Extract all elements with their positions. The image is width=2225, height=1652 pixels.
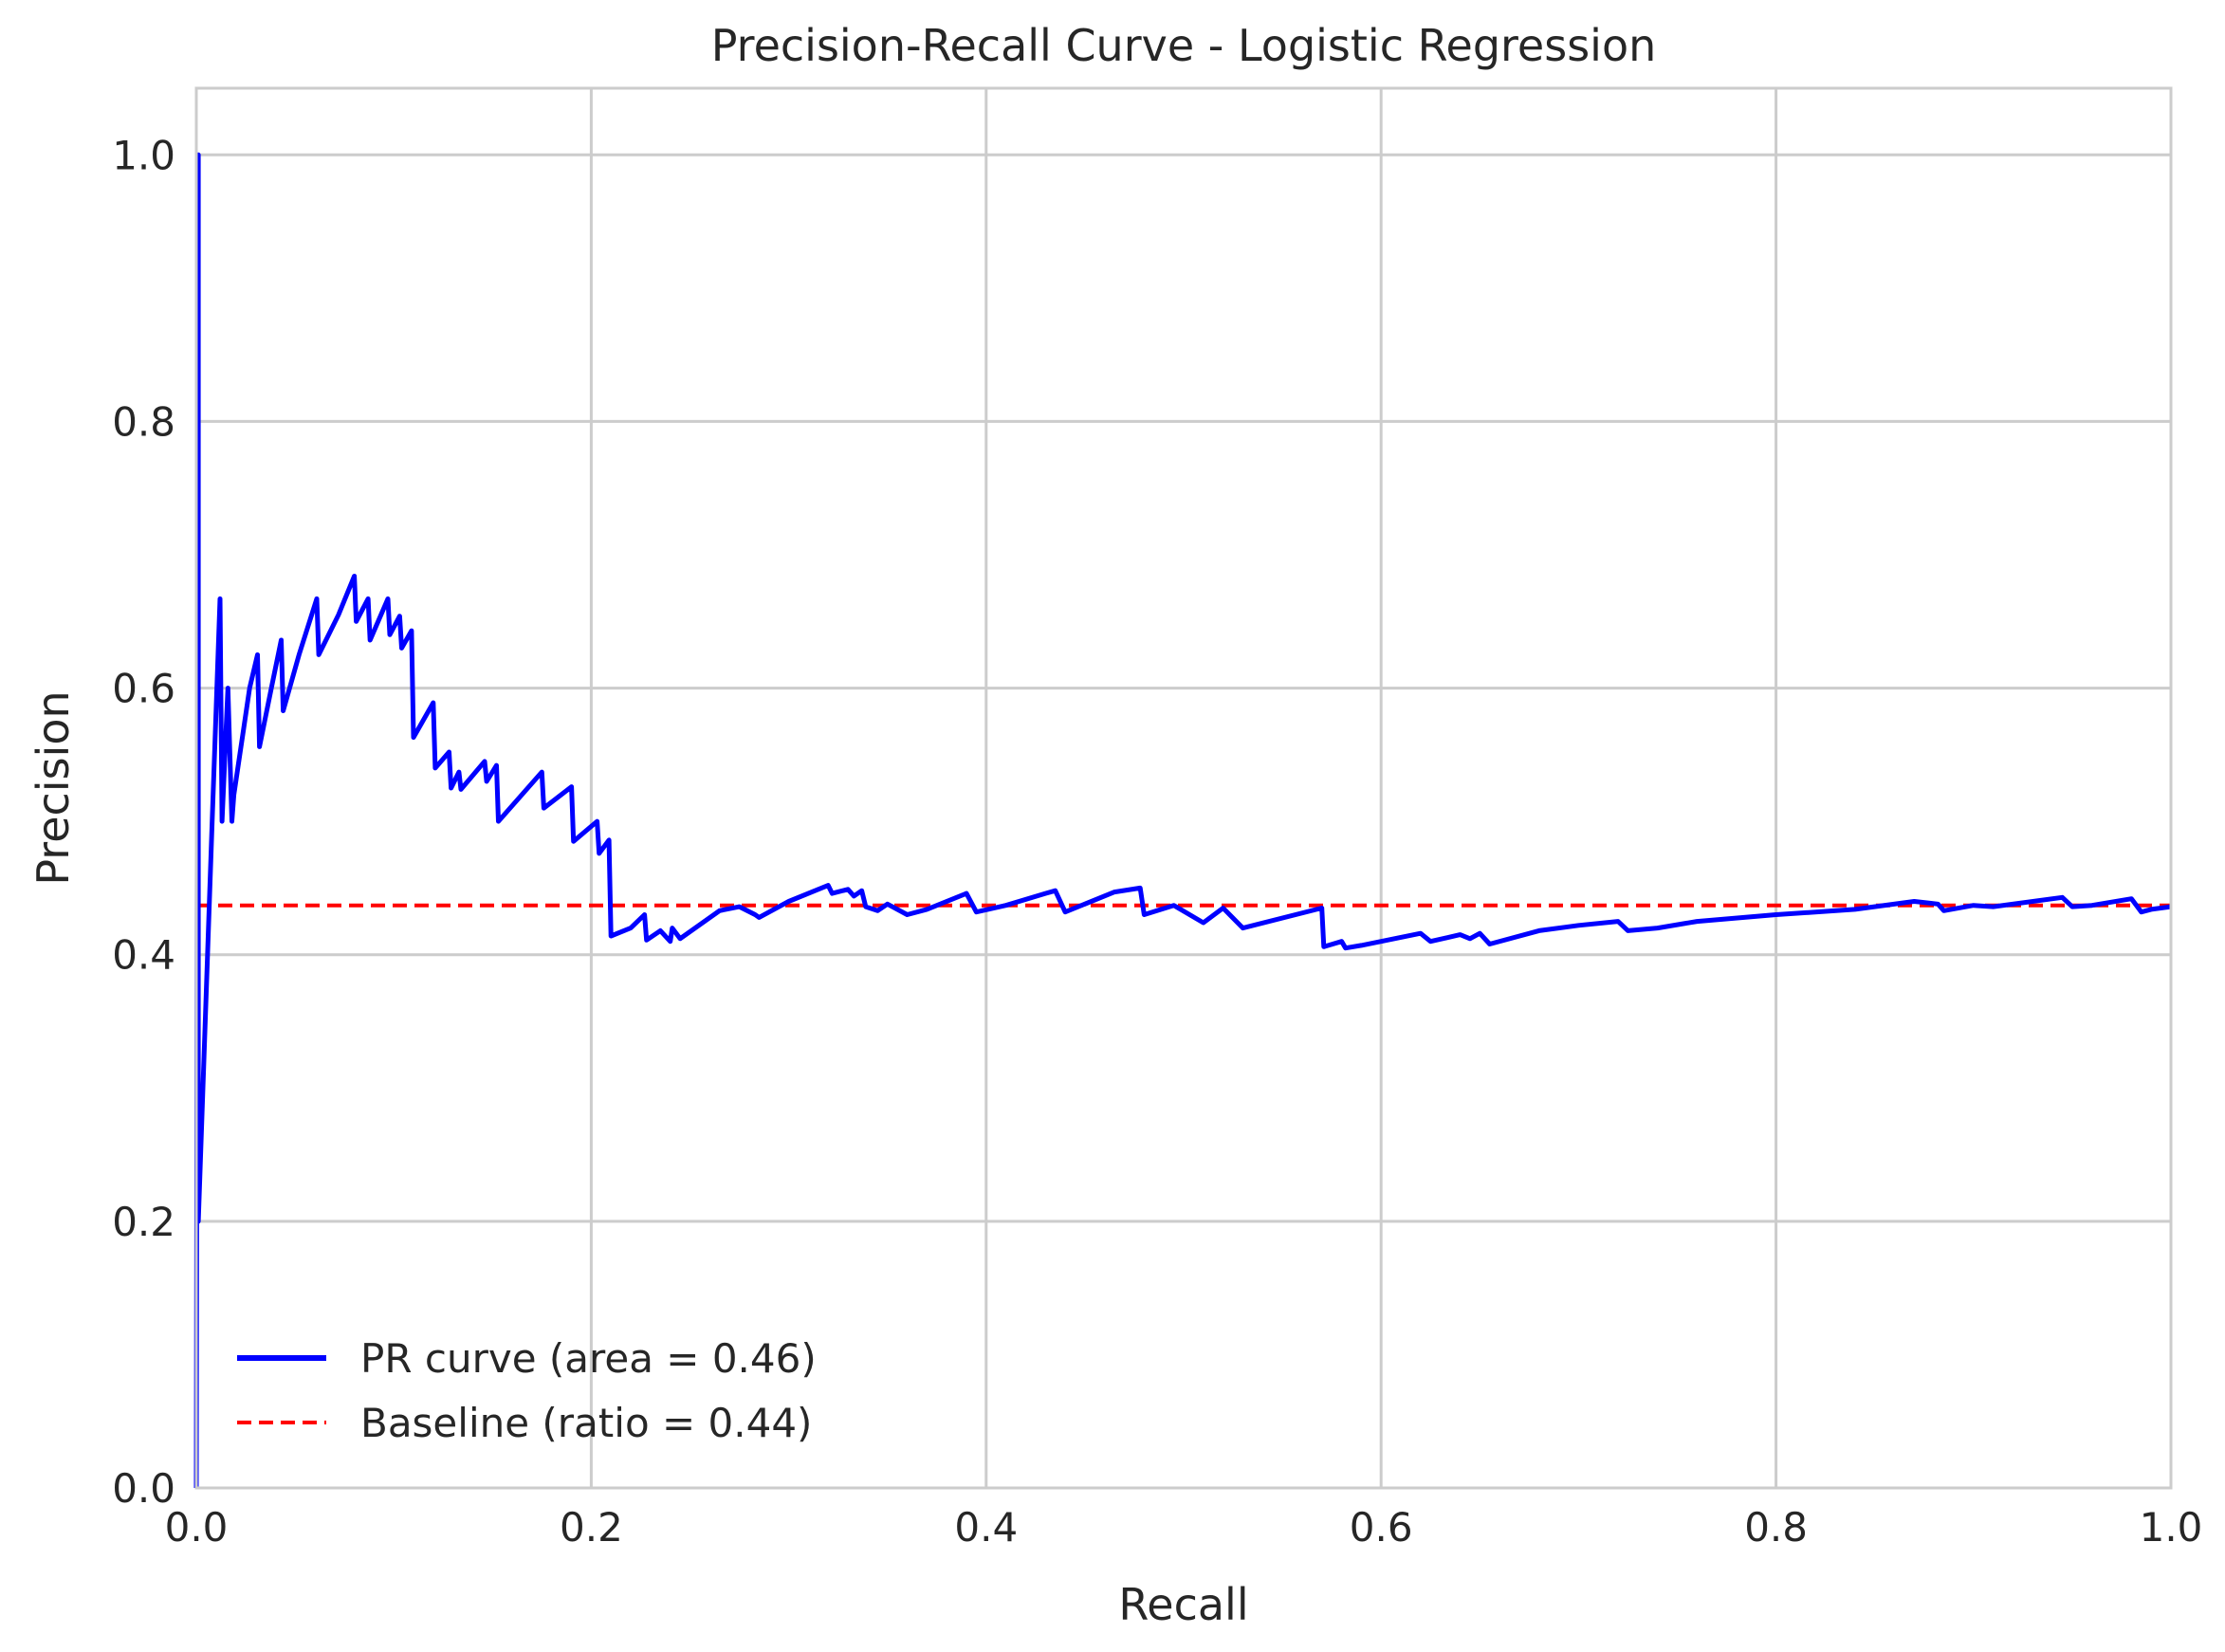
y-tick-label: 0.2 [112, 1199, 175, 1245]
y-axis-label: Precision [28, 690, 79, 885]
y-tick-label: 0.0 [112, 1465, 175, 1512]
y-tick-label: 1.0 [112, 132, 175, 178]
y-tick-label: 0.8 [112, 398, 175, 445]
pr-curve-line [193, 152, 2172, 1489]
x-tick-label: 0.4 [954, 1504, 1018, 1551]
x-tick-label: 0.8 [1744, 1504, 1808, 1551]
chart-title: Precision-Recall Curve - Logistic Regres… [711, 20, 1657, 71]
x-tick-label: 0.0 [165, 1504, 229, 1551]
x-tick-label: 0.6 [1350, 1504, 1413, 1551]
x-tick-label: 0.2 [560, 1504, 623, 1551]
plot-frame [194, 86, 2173, 1490]
series-layer [193, 152, 2172, 1489]
tick-labels: 0.0 0.2 0.4 0.6 0.8 1.0 0.0 0.2 0.4 0.6 0.8 1.0 [112, 132, 2202, 1551]
x-tick-label: 1.0 [2140, 1504, 2203, 1551]
y-tick-label: 0.6 [112, 666, 175, 712]
x-axis-label: Recall [1118, 1579, 1248, 1630]
legend-label-baseline: Baseline (ratio = 0.44) [360, 1400, 812, 1446]
legend-label-pr-curve: PR curve (area = 0.46) [360, 1335, 817, 1382]
y-tick-label: 0.4 [112, 932, 175, 979]
legend: PR curve (area = 0.46) Baseline (ratio =… [237, 1335, 817, 1446]
